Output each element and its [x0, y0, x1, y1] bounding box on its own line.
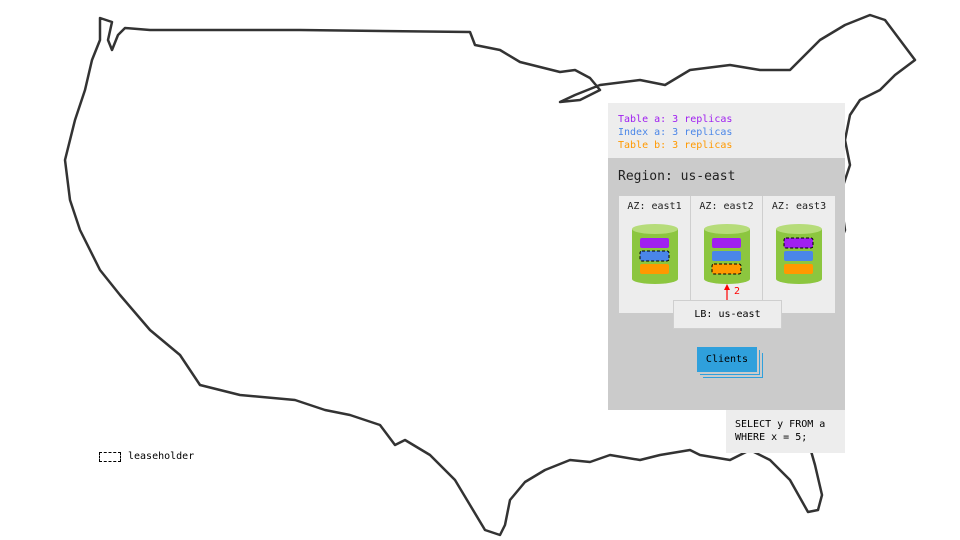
- legend-table-b: Table b: 3 replicas: [618, 140, 733, 151]
- clients-box: Clients: [697, 347, 757, 372]
- index-a-replica: [712, 251, 741, 261]
- table-a-replica: [640, 238, 669, 248]
- table-a-replica: [712, 238, 741, 248]
- az-east2: AZ: east2: [691, 196, 763, 313]
- az-east3: AZ: east3: [763, 196, 835, 313]
- az-east1: AZ: east1: [619, 196, 691, 313]
- database-node-icon: [704, 224, 750, 284]
- legend-index-a: Index a: 3 replicas: [618, 127, 733, 138]
- az-label: AZ: east3: [771, 201, 827, 212]
- az-label: AZ: east1: [627, 201, 682, 212]
- az-label: AZ: east2: [699, 201, 754, 212]
- replica-legend-panel: Table a: 3 replicas Index a: 3 replicas …: [608, 103, 845, 158]
- legend-table-a: Table a: 3 replicas: [618, 114, 733, 125]
- table-b-replica-leaseholder: [711, 263, 742, 275]
- request-arrow-icon: [724, 284, 730, 301]
- database-node-icon: [776, 224, 822, 284]
- az-container: AZ: east1 AZ: east2 AZ: east3: [619, 196, 835, 313]
- index-a-replica: [784, 251, 813, 261]
- arrow-step-label: 2: [734, 286, 741, 297]
- database-node-icon: [632, 224, 678, 284]
- region-title: Region: us-east: [618, 169, 736, 184]
- leaseholder-key-icon: [99, 452, 121, 462]
- sql-query: SELECT y FROM a WHERE x = 5;: [726, 410, 845, 453]
- table-a-replica-leaseholder: [783, 237, 814, 249]
- load-balancer: LB: us-east: [673, 300, 782, 329]
- table-b-replica: [784, 264, 813, 274]
- index-a-replica-leaseholder: [639, 250, 670, 262]
- table-b-replica: [640, 264, 669, 274]
- leaseholder-key-label: leaseholder: [128, 451, 195, 462]
